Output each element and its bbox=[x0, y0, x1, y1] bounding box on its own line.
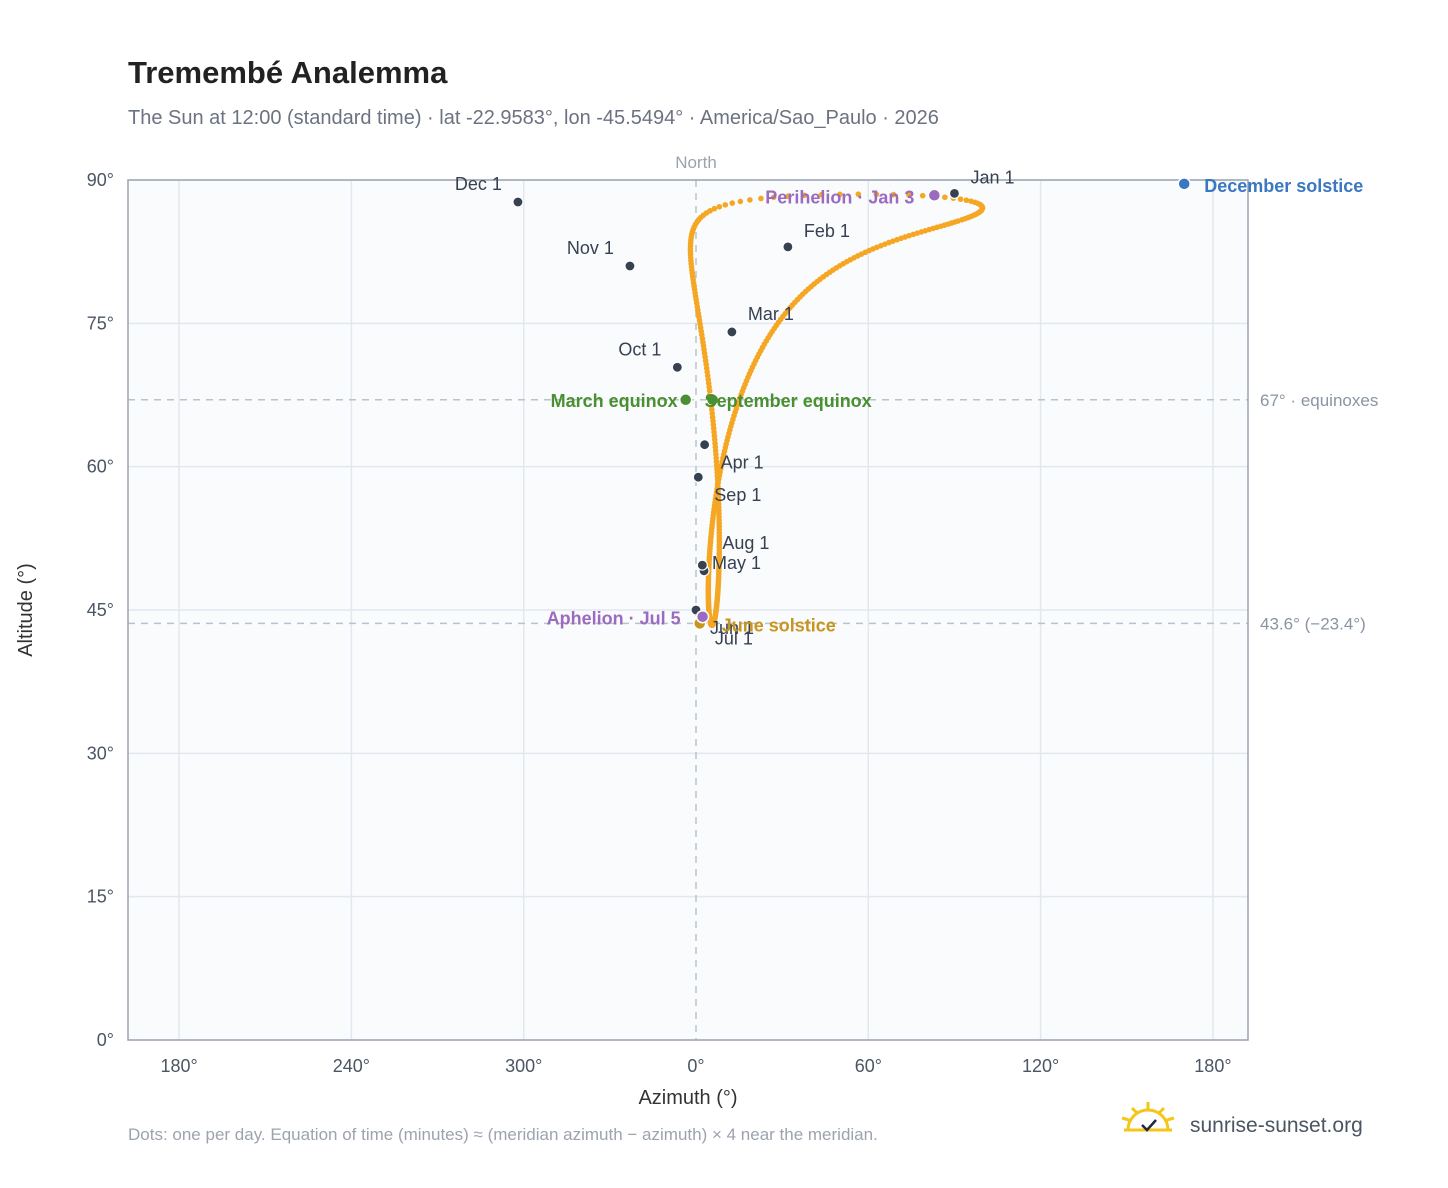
sun-check-icon[interactable] bbox=[1121, 1102, 1175, 1132]
x-tick-label: 120° bbox=[1022, 1056, 1059, 1076]
x-tick-label: 60° bbox=[855, 1056, 882, 1076]
x-tick-label: 240° bbox=[333, 1056, 370, 1076]
daily-dot bbox=[855, 191, 862, 197]
analemma-path bbox=[687, 191, 986, 629]
daily-dot bbox=[729, 200, 736, 206]
month-label: Aug 1 bbox=[722, 533, 769, 553]
reference-line-label: 43.6° (−23.4°) bbox=[1260, 614, 1366, 633]
month-marker bbox=[696, 559, 708, 571]
x-tick-label: 300° bbox=[505, 1056, 542, 1076]
month-label: Jun 1 bbox=[710, 618, 754, 638]
daily-dot bbox=[801, 192, 807, 199]
event-marker bbox=[927, 188, 942, 203]
daily-dot bbox=[716, 203, 723, 210]
chart-subtitle: The Sun at 12:00 (standard time) · lat -… bbox=[128, 107, 939, 129]
x-tick-label: 180° bbox=[1194, 1056, 1231, 1076]
chart-title: Tremembé Analemma bbox=[128, 55, 448, 90]
y-tick-label: 90° bbox=[87, 170, 114, 190]
y-tick-label: 60° bbox=[87, 457, 114, 477]
month-marker bbox=[948, 187, 961, 199]
daily-dot bbox=[942, 194, 948, 201]
x-tick-label: 0° bbox=[687, 1056, 704, 1076]
daily-dot bbox=[722, 202, 729, 208]
daily-dot bbox=[818, 191, 825, 198]
daily-dot bbox=[785, 193, 791, 199]
month-label: Jan 1 bbox=[970, 167, 1014, 187]
daily-dot bbox=[770, 194, 777, 201]
event-label: September equinox bbox=[705, 391, 872, 411]
month-label: Jul 1 bbox=[715, 628, 753, 648]
month-marker bbox=[692, 471, 704, 483]
x-tick-label: 180° bbox=[160, 1056, 197, 1076]
plot-frame bbox=[127, 179, 1249, 1041]
daily-dot bbox=[707, 207, 713, 214]
event-label: March equinox bbox=[551, 391, 678, 411]
x-axis-label: Azimuth (°) bbox=[638, 1087, 737, 1109]
event-marker bbox=[1177, 177, 1191, 191]
y-tick-label: 0° bbox=[97, 1030, 114, 1050]
daily-dot bbox=[906, 192, 912, 198]
y-tick-label: 15° bbox=[87, 887, 114, 907]
daily-dot bbox=[963, 197, 970, 203]
gridlines bbox=[128, 179, 1248, 1041]
month-label: Oct 1 bbox=[618, 339, 661, 359]
month-label: May 1 bbox=[712, 553, 761, 573]
y-tick-label: 75° bbox=[87, 313, 114, 333]
month-label: Feb 1 bbox=[804, 221, 850, 241]
y-tick-label: 30° bbox=[87, 743, 114, 763]
event-marker bbox=[678, 393, 693, 407]
month-label: Mar 1 bbox=[748, 304, 794, 324]
daily-dot bbox=[758, 195, 764, 202]
footnote: Dots: one per day. Equation of time (min… bbox=[128, 1125, 878, 1144]
month-marker bbox=[671, 361, 683, 373]
event-marker bbox=[705, 393, 720, 407]
month-marker bbox=[699, 439, 711, 451]
daily-dot bbox=[737, 198, 744, 205]
daily-dot bbox=[711, 205, 718, 212]
reference-line-label: 67° · equinoxes bbox=[1260, 391, 1378, 410]
event-label: Aphelion · Jul 5 bbox=[547, 609, 681, 629]
brand-name[interactable]: sunrise-sunset.org bbox=[1190, 1114, 1363, 1137]
month-label: Dec 1 bbox=[455, 174, 502, 194]
daily-dot bbox=[919, 192, 926, 199]
event-label: June solstice bbox=[722, 615, 836, 635]
event-label: December solstice bbox=[1204, 176, 1363, 196]
event-marker bbox=[695, 609, 710, 624]
daily-dot bbox=[747, 197, 753, 203]
meridian-label: North bbox=[675, 153, 717, 172]
event-label: Perihelion · Jan 3 bbox=[765, 187, 914, 207]
month-marker bbox=[782, 241, 794, 253]
daily-dot bbox=[890, 191, 897, 198]
month-label: Nov 1 bbox=[567, 238, 614, 258]
daily-dot bbox=[959, 217, 965, 223]
daily-dot bbox=[837, 191, 843, 198]
daily-dot bbox=[873, 191, 880, 198]
month-marker bbox=[726, 326, 738, 338]
axis-ticks: 180° 240° 300° 0° 60° 120° 180° 0° 15° 30° 45° 60° 7… bbox=[87, 170, 1232, 1076]
y-tick-label: 45° bbox=[87, 600, 114, 620]
daily-dot bbox=[957, 196, 964, 202]
event-markers: March equinox September equinox June solst… bbox=[547, 176, 1364, 636]
y-axis-label: Altitude (°) bbox=[15, 563, 37, 657]
month-marker bbox=[512, 196, 524, 208]
month-label: Sep 1 bbox=[714, 485, 761, 505]
month-label: Apr 1 bbox=[721, 453, 764, 473]
month-marker bbox=[624, 260, 636, 272]
